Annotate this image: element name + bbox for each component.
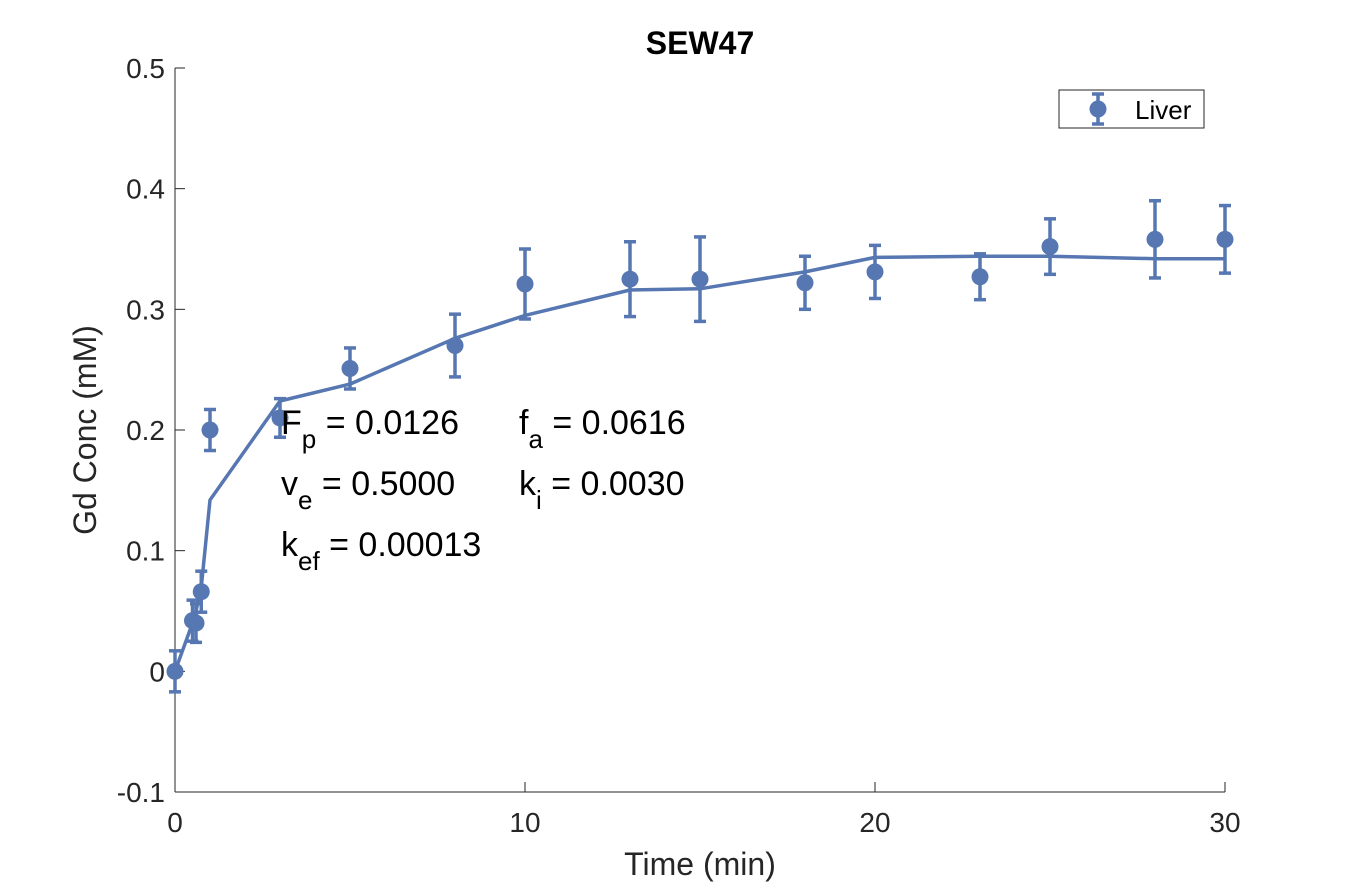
data-point (446, 312, 464, 379)
data-marker (1216, 230, 1234, 248)
y-tick-label: -0.1 (117, 777, 165, 808)
chart-title: SEW47 (646, 25, 754, 61)
data-marker (866, 263, 884, 281)
data-marker (166, 662, 184, 680)
annotation-layer: Fp = 0.0126 fa = 0.0616 ve = 0.5000 ki = 0.… (281, 404, 686, 576)
data-marker (516, 275, 534, 293)
data-marker (1041, 238, 1059, 256)
data-marker (621, 270, 639, 288)
legend: Liver (1058, 89, 1205, 129)
data-marker (971, 268, 989, 286)
y-tick-label: 0.2 (126, 415, 165, 446)
parameter-annotation: ve = 0.5000 (281, 465, 455, 515)
parameter-annotation: ki = 0.0030 (519, 465, 685, 515)
data-point (271, 396, 289, 439)
legend-box (1058, 89, 1205, 129)
x-tick-label: 0 (167, 807, 183, 838)
y-tick-label: 0.5 (126, 53, 165, 84)
data-point (341, 346, 359, 391)
data-marker (796, 274, 814, 292)
data-point (621, 240, 639, 319)
parameter-annotation: fa = 0.0616 (519, 404, 686, 454)
x-tick-label: 20 (859, 807, 890, 838)
y-tick-label: 0.4 (126, 174, 165, 205)
data-marker (201, 421, 219, 439)
x-axis-label: Time (min) (624, 846, 776, 882)
data-marker (341, 359, 359, 377)
parameter-annotation: kef = 0.00013 (281, 526, 481, 576)
x-tick-label: 30 (1209, 807, 1240, 838)
y-tick-label: 0 (149, 656, 165, 687)
y-tick-label: 0.1 (126, 536, 165, 567)
data-point (691, 235, 709, 324)
parameter-annotation: Fp = 0.0126 (281, 404, 459, 454)
data-marker (1146, 230, 1164, 248)
data-point (192, 569, 210, 614)
data-marker (187, 614, 205, 632)
data-marker (271, 409, 289, 427)
ticks: 0 10 20 30-0.100.10.20.30.40.5 (117, 53, 1241, 838)
legend-marker (1089, 92, 1107, 126)
data-marker (446, 337, 464, 355)
data-point (1146, 198, 1164, 280)
data-marker (192, 583, 210, 601)
data-point (1216, 203, 1234, 275)
data-point (187, 602, 205, 645)
errorbar-layer (166, 198, 1234, 694)
legend-label: Liver (1135, 95, 1192, 125)
x-tick-label: 10 (509, 807, 540, 838)
y-axis-label: Gd Conc (mM) (67, 325, 103, 535)
data-point (201, 407, 219, 453)
data-point (971, 252, 989, 302)
y-tick-label: 0.3 (126, 294, 165, 325)
data-marker (691, 270, 709, 288)
data-point (796, 254, 814, 312)
data-point (516, 247, 534, 321)
data-point (166, 649, 184, 694)
data-point (866, 243, 884, 301)
data-point (1041, 217, 1059, 277)
legend-dot (1089, 100, 1107, 118)
